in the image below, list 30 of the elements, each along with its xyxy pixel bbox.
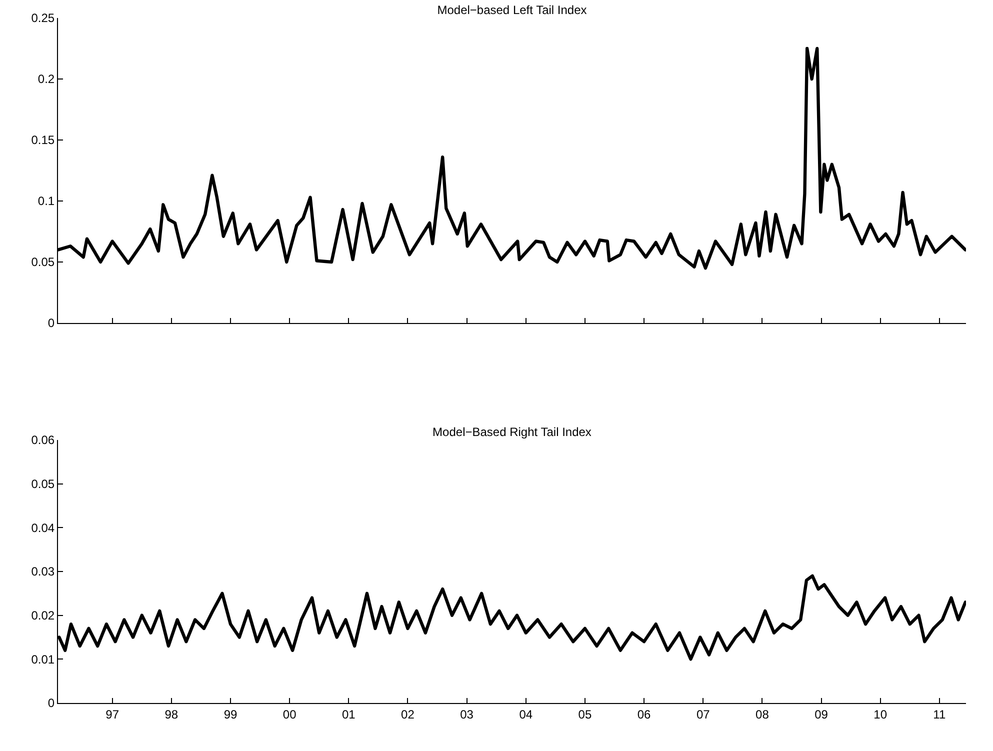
y-tick-label: 0.1 bbox=[38, 194, 55, 208]
x-tick-label: 05 bbox=[578, 707, 592, 722]
y-tick-label: 0.2 bbox=[38, 72, 55, 86]
y-tick-label: 0.15 bbox=[31, 133, 55, 148]
x-tick-label: 98 bbox=[164, 707, 178, 722]
chart-title: Model−Based Right Tail Index bbox=[432, 425, 592, 439]
x-tick-label: 00 bbox=[282, 707, 297, 722]
y-tick-label: 0.25 bbox=[31, 11, 55, 26]
y-tick-label: 0.06 bbox=[31, 433, 55, 448]
x-tick-label: 08 bbox=[756, 707, 770, 722]
x-tick-label: 99 bbox=[224, 707, 238, 722]
x-tick-label: 01 bbox=[342, 707, 356, 722]
x-tick-label: 04 bbox=[519, 707, 533, 722]
x-tick-label: 09 bbox=[814, 707, 828, 722]
y-tick-label: 0 bbox=[48, 696, 55, 710]
y-tick-label: 0.05 bbox=[31, 477, 55, 492]
y-tick-label: 0 bbox=[48, 316, 55, 330]
y-tick-label: 0.05 bbox=[31, 255, 55, 270]
x-tick-label: 10 bbox=[874, 707, 888, 722]
x-tick-label: 03 bbox=[460, 707, 474, 722]
x-tick-label: 07 bbox=[696, 707, 710, 722]
x-tick-label: 97 bbox=[106, 707, 120, 722]
chart-title: Model−based Left Tail Index bbox=[437, 3, 587, 17]
y-tick-label: 0.02 bbox=[31, 608, 55, 623]
x-tick-label: 11 bbox=[933, 707, 946, 722]
y-tick-label: 0.01 bbox=[31, 652, 55, 666]
x-tick-label: 02 bbox=[401, 707, 415, 722]
x-tick-label: 06 bbox=[637, 707, 652, 722]
y-tick-label: 0.04 bbox=[31, 520, 55, 535]
y-tick-label: 0.03 bbox=[31, 564, 55, 579]
